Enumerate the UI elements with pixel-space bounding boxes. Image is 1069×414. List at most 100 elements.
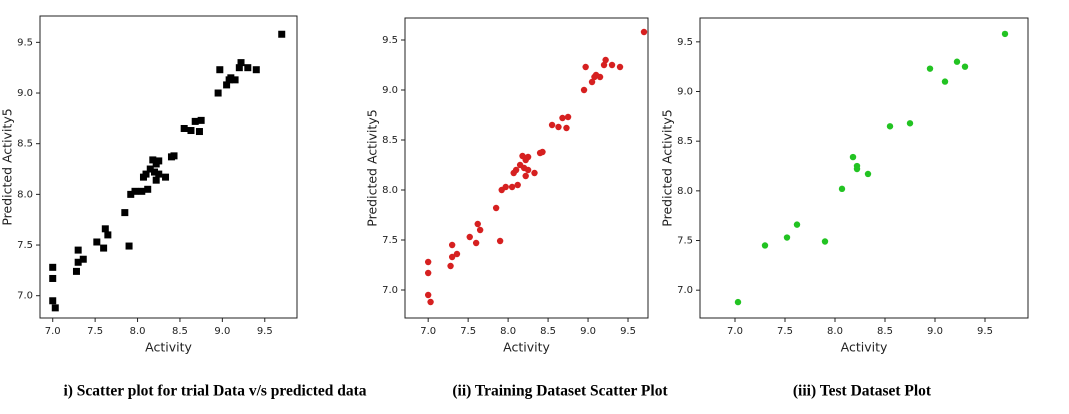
y-axis-label: Predicted Activity5 (365, 109, 380, 226)
x-tick-label: 7.0 (45, 326, 61, 337)
point (152, 176, 160, 184)
plot-frame (699, 17, 1029, 319)
point (548, 121, 556, 129)
point (524, 153, 532, 161)
point (539, 148, 546, 156)
y-tick-label: 9.5 (17, 37, 33, 48)
point (180, 124, 188, 132)
point (608, 61, 616, 69)
point (49, 274, 57, 282)
point (79, 255, 87, 263)
point (783, 234, 791, 241)
point (424, 291, 432, 299)
point (886, 123, 894, 130)
x-tick-label: 9.0 (580, 326, 596, 337)
point (453, 250, 461, 258)
x-tick-label: 9.5 (257, 326, 273, 337)
point (941, 78, 949, 85)
x-tick-label: 7.5 (460, 326, 476, 337)
point (252, 66, 260, 74)
point (853, 162, 861, 170)
point (155, 170, 163, 178)
point (231, 76, 239, 84)
point (508, 183, 516, 191)
point (559, 114, 566, 122)
point (214, 89, 222, 97)
point (849, 153, 857, 161)
x-axis-label: Activity (503, 340, 550, 355)
point (492, 204, 500, 212)
y-tick-label: 9.0 (382, 85, 398, 96)
point (522, 172, 529, 180)
point (447, 262, 454, 270)
x-tick-label: 8.5 (540, 326, 556, 337)
point (191, 117, 199, 125)
y-tick-label: 9.5 (677, 37, 693, 48)
point (582, 63, 589, 71)
x-axis-label: Activity (841, 340, 888, 355)
point (953, 58, 961, 65)
x-axis-label: Activity (145, 340, 192, 355)
y-axis-label: Predicted Activity5 (660, 109, 675, 226)
point (244, 64, 252, 72)
point (144, 185, 152, 193)
point (223, 81, 231, 89)
x-tick-label: 9.5 (620, 326, 636, 337)
point (640, 28, 648, 36)
point (466, 233, 473, 241)
point (187, 127, 195, 135)
point (93, 238, 101, 246)
point (197, 116, 205, 124)
caption: i) Scatter plot for trial Data v/s predi… (63, 383, 366, 400)
point (51, 304, 59, 312)
point (821, 238, 829, 245)
point (74, 258, 82, 266)
point (596, 73, 604, 81)
y-tick-label: 9.0 (677, 87, 693, 98)
point (600, 61, 608, 69)
point (104, 231, 112, 239)
point (162, 173, 170, 181)
point (237, 59, 245, 67)
point (424, 269, 432, 277)
point (149, 156, 157, 164)
y-tick-label: 8.0 (17, 189, 33, 200)
point (1001, 30, 1009, 38)
x-tick-label: 7.0 (420, 326, 436, 337)
point (588, 78, 596, 86)
point (448, 241, 456, 249)
point (127, 190, 135, 198)
point (864, 170, 872, 178)
y-tick-label: 8.5 (17, 139, 33, 150)
point (734, 298, 742, 306)
point (555, 123, 562, 131)
y-tick-label: 9.0 (17, 88, 33, 99)
point (216, 66, 224, 74)
point (793, 221, 801, 228)
point (424, 258, 432, 266)
point (564, 113, 572, 121)
point (278, 30, 286, 38)
caption: (iii) Test Dataset Plot (793, 383, 932, 400)
y-tick-label: 7.0 (382, 285, 398, 296)
point (49, 263, 57, 271)
x-tick-label: 8.5 (877, 326, 893, 337)
point (74, 246, 82, 254)
point (448, 253, 456, 261)
point (151, 168, 159, 176)
plot-frame (39, 15, 298, 319)
y-tick-label: 7.5 (17, 240, 33, 251)
x-tick-label: 8.0 (500, 326, 516, 337)
point (524, 166, 532, 174)
x-tick-label: 9.0 (927, 326, 943, 337)
y-tick-label: 8.5 (382, 135, 398, 146)
point (235, 64, 243, 72)
y-tick-label: 7.0 (677, 285, 693, 296)
point (616, 63, 624, 71)
point (195, 128, 203, 136)
point (476, 226, 484, 234)
y-axis-label: Predicted Activity5 (0, 108, 15, 225)
point (563, 124, 570, 132)
point (496, 237, 504, 245)
